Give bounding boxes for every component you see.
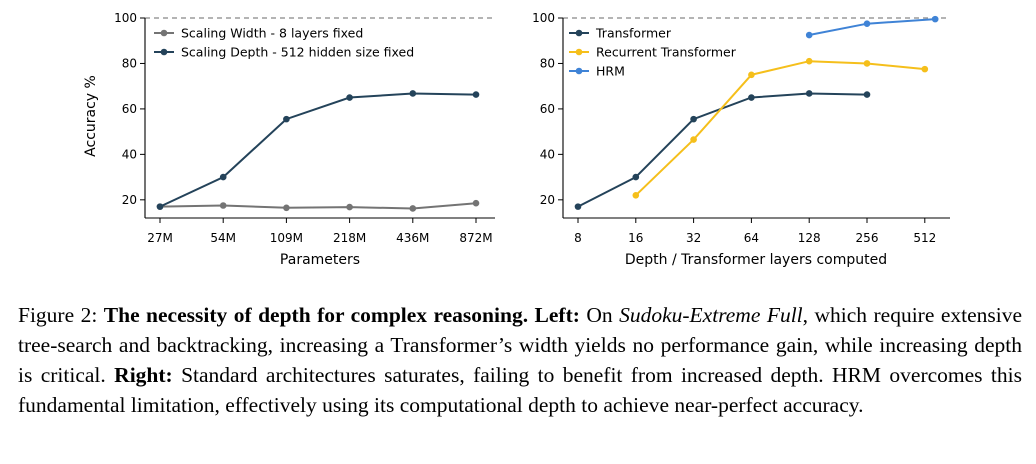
- right-series-line-transformer: [577, 92, 868, 208]
- right-chart: 20 40 60 80 100 8 16 32 64 128 256 512 Depth / Tra…: [532, 11, 950, 268]
- right-y-tick-label: 40: [540, 147, 555, 161]
- right-data-point-transformer: [632, 173, 640, 181]
- left-y-tick-label: 100: [114, 11, 137, 25]
- caption-right-label: Right:: [114, 363, 173, 387]
- right-x-tick-label: 16: [628, 231, 643, 245]
- right-x-tick-label: 64: [744, 231, 759, 245]
- right-legend-marker: [575, 67, 583, 75]
- left-data-point-depth: [409, 90, 417, 97]
- caption-text-3: Standard architectures saturates, failin…: [18, 363, 1022, 417]
- right-legend-label: HRM: [596, 64, 625, 79]
- right-legend: Transformer Recurrent Transformer HRM: [569, 26, 737, 79]
- left-data-point-width: [283, 204, 290, 212]
- left-data-point-depth: [346, 94, 353, 101]
- left-data-point-width: [472, 199, 480, 207]
- left-x-tick-label: 54M: [210, 231, 236, 245]
- right-y-tick-label: 20: [540, 193, 555, 207]
- right-data-point-recurrent-transformer: [632, 191, 640, 199]
- caption-prefix: Figure 2:: [18, 303, 104, 327]
- left-legend-label: Scaling Width - 8 layers fixed: [181, 26, 363, 41]
- left-y-axis-label: Accuracy %: [83, 75, 99, 157]
- left-chart: 20 40 60 80 100 27M 54M 109M 218M 436M 872M Param…: [83, 11, 495, 268]
- right-data-point-recurrent-transformer: [863, 60, 871, 67]
- right-legend-label: Transformer: [595, 26, 672, 41]
- left-x-tick-label: 109M: [270, 231, 303, 245]
- left-data-point-depth: [283, 115, 290, 123]
- right-data-point-transformer: [805, 90, 813, 97]
- left-legend-label: Scaling Depth - 512 hidden size fixed: [181, 45, 414, 60]
- left-y-tick-label: 40: [122, 147, 137, 161]
- right-x-tick-label: 512: [913, 231, 936, 245]
- right-data-point-recurrent-transformer: [921, 65, 929, 73]
- left-series-line-width: [159, 202, 477, 210]
- right-y-tick-label: 80: [540, 56, 555, 70]
- left-data-point-depth: [156, 203, 164, 210]
- left-data-point-width: [346, 203, 353, 211]
- right-x-tick-label: 8: [574, 231, 582, 245]
- right-data-point-hrm: [931, 15, 939, 23]
- left-x-tick-label: 436M: [396, 231, 429, 245]
- right-data-point-transformer: [690, 115, 697, 123]
- right-data-point-transformer: [574, 203, 582, 210]
- left-legend-marker: [160, 48, 168, 56]
- right-x-tick-label: 32: [686, 231, 701, 245]
- left-x-tick-label: 27M: [147, 231, 173, 245]
- right-x-tick-label: 256: [856, 231, 879, 245]
- right-data-point-hrm: [863, 20, 871, 27]
- figure-caption: Figure 2: The necessity of depth for com…: [18, 300, 1022, 420]
- caption-dataset-name: Sudoku-Extreme Full: [619, 303, 803, 327]
- caption-text-1: On: [579, 303, 620, 327]
- right-data-point-transformer: [748, 94, 755, 101]
- right-y-tick-label: 100: [532, 11, 555, 25]
- right-data-point-recurrent-transformer: [690, 136, 697, 143]
- left-y-tick-label: 80: [122, 56, 137, 70]
- right-data-point-hrm: [805, 31, 813, 39]
- left-data-point-depth: [219, 173, 227, 181]
- left-x-tick-label: 218M: [333, 231, 366, 245]
- left-legend: Scaling Width - 8 layers fixed Scaling De…: [154, 26, 414, 60]
- left-legend-marker: [160, 29, 168, 37]
- left-y-tick-label: 60: [122, 102, 137, 116]
- right-data-point-transformer: [863, 91, 871, 98]
- caption-title: The necessity of depth for complex reaso…: [103, 303, 529, 327]
- left-data-point-width: [219, 202, 227, 209]
- left-x-tick-label: 872M: [459, 231, 492, 245]
- right-legend-label: Recurrent Transformer: [596, 45, 737, 60]
- right-x-tick-label: 128: [798, 231, 821, 245]
- right-data-point-recurrent-transformer: [748, 71, 755, 79]
- left-series-line-depth: [159, 92, 477, 208]
- caption-left-label: Left:: [534, 303, 580, 327]
- right-series-line-hrm: [809, 18, 936, 36]
- right-legend-marker: [575, 29, 583, 37]
- left-y-tick-label: 20: [122, 193, 137, 207]
- caption-text-2: , which require extensive tree-search an…: [18, 303, 1023, 387]
- figure: 20 40 60 80 100 27M 54M 109M 218M 436M 872M Param…: [83, 11, 950, 268]
- right-series-line-recurrent-transformer: [635, 60, 925, 197]
- left-data-point-depth: [472, 91, 480, 98]
- right-data-point-recurrent-transformer: [805, 57, 813, 65]
- left-data-point-width: [409, 205, 417, 212]
- right-x-axis-label: Depth / Transformer layers computed: [625, 252, 887, 268]
- left-x-axis-label: Parameters: [280, 252, 360, 268]
- right-y-tick-label: 60: [540, 102, 555, 116]
- right-legend-marker: [575, 48, 583, 56]
